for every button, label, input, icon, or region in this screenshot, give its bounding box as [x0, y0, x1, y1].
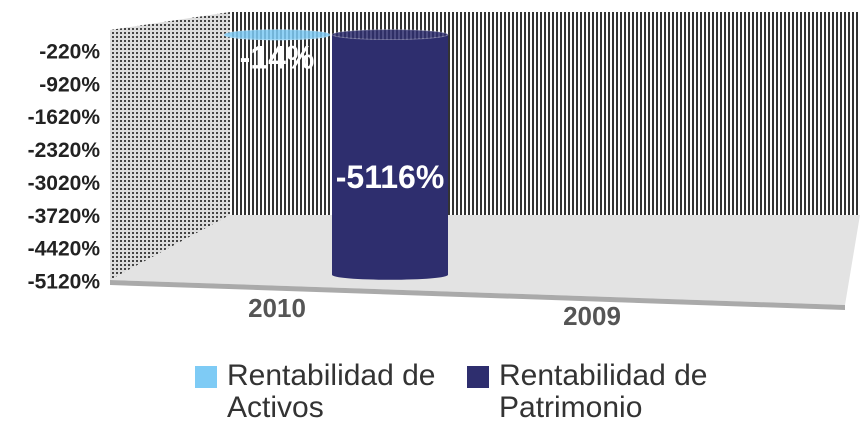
back-wall — [230, 12, 860, 215]
x-tick-label: 2009 — [563, 301, 621, 331]
legend: Rentabilidad de Activos Rentabilidad de P… — [195, 360, 727, 424]
y-tick-label: -3720% — [28, 205, 101, 228]
legend-item: Rentabilidad de Patrimonio — [467, 360, 727, 424]
chart: -220% -920% -1620% -2320% -3020% -3720% -4420%… — [28, 12, 860, 331]
floor — [110, 215, 860, 305]
value-label: -5116% — [336, 159, 445, 195]
y-tick-label: -5120% — [28, 271, 101, 294]
cylinder — [332, 34, 448, 280]
side-wall — [110, 12, 230, 280]
value-label: -14% — [240, 39, 315, 75]
y-tick-label: -1620% — [28, 106, 101, 129]
legend-item: Rentabilidad de Activos — [195, 360, 455, 424]
cylinder-top — [223, 29, 331, 41]
y-tick-label: -3020% — [28, 172, 101, 195]
legend-label: Rentabilidad de Activos — [227, 359, 436, 424]
legend-label: Rentabilidad de Patrimonio — [499, 359, 708, 424]
legend-swatch — [195, 366, 217, 388]
y-tick-label: -4420% — [28, 238, 101, 261]
floor-edge — [110, 280, 845, 310]
y-tick-label: -2320% — [28, 139, 101, 162]
x-tick-label: 2010 — [248, 293, 306, 323]
y-tick-label: -920% — [39, 73, 100, 96]
y-tick-label: -220% — [39, 40, 100, 63]
legend-swatch — [467, 366, 489, 388]
cylinder-top — [331, 29, 449, 41]
